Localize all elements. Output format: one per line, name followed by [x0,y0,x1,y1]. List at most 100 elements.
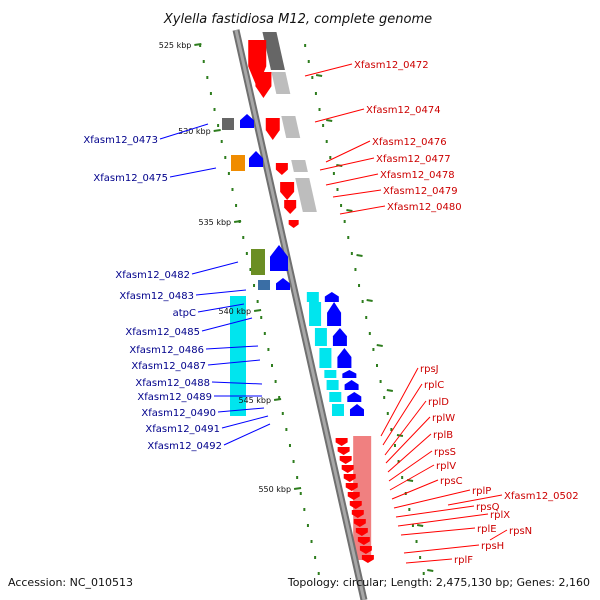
reverse-gene-arrow[interactable] [361,555,374,563]
reverse-gene-label[interactable]: rpsH [481,541,504,552]
forward-gene-label[interactable]: Xfasm12_0485 [125,327,200,338]
label-leader-line [403,544,480,554]
reverse-gene-label[interactable]: rplP [472,486,491,497]
scale-tick-label: 530 kbp [178,127,211,136]
label-leader-line [211,381,263,385]
forward-gene-label[interactable]: Xfasm12_0488 [135,378,210,389]
reverse-gene-arrow[interactable] [355,528,368,536]
reverse-gene-label[interactable]: rplC [424,380,444,391]
label-leader-line [489,529,508,541]
label-leader-line [387,433,432,473]
reverse-gene-label[interactable]: Xfasm12_0502 [504,491,579,502]
reverse-gene-label[interactable]: rplB [433,430,453,441]
forward-gene-arrow[interactable] [276,278,290,290]
reverse-gene-arrow[interactable] [288,220,299,228]
forward-gene-arrow[interactable] [344,380,359,390]
reverse-gene-arrow[interactable] [345,483,358,491]
reverse-gene-label[interactable]: Xfasm12_0474 [366,105,441,116]
reverse-gene-arrow[interactable] [357,537,370,545]
forward-gene-arrow[interactable] [324,292,339,302]
forward-gene-label[interactable]: Xfasm12_0492 [147,441,222,452]
reverse-gene-arrow[interactable] [349,501,362,509]
scale-tick [273,398,282,401]
forward-gene-label[interactable]: atpC [173,308,196,319]
guide-dot [393,444,396,447]
forward-gene-arrow[interactable] [240,114,254,128]
forward-gene-label[interactable]: Xfasm12_0486 [129,345,204,356]
label-leader-line [447,494,503,506]
reverse-gene-arrow[interactable] [347,492,360,500]
forward-gene-label[interactable]: Xfasm12_0475 [93,173,168,184]
reverse-gene-label[interactable]: rplF [454,555,473,566]
label-leader-line [382,383,423,446]
label-leader-line [339,205,386,215]
forward-gene-label[interactable]: Xfasm12_0473 [83,135,158,146]
reverse-gene-arrow[interactable] [275,163,288,175]
reverse-gene-arrow[interactable] [265,118,280,140]
reverse-gene-label[interactable]: rplE [477,524,497,535]
forward-gene-label[interactable]: Xfasm12_0483 [119,291,194,302]
scale-tick [356,254,363,257]
forward-gene-arrow[interactable] [249,151,263,167]
reverse-gene-label[interactable]: rpsQ [476,502,500,513]
forward-gene-label[interactable]: Xfasm12_0487 [131,361,206,372]
reverse-gene-label[interactable]: rplX [490,510,510,521]
label-leader-line [201,317,253,332]
forward-gene-label[interactable]: Xfasm12_0490 [141,408,216,419]
reverse-gene-label[interactable]: rplV [436,461,456,472]
reverse-gene-arrow[interactable] [341,465,354,473]
reverse-gene-label[interactable]: rpsC [440,476,463,487]
guide-dot [401,476,404,479]
label-leader-line [325,140,371,163]
map-title: Xylella fastidiosa M12, complete genome [163,12,432,27]
forward-gene-label[interactable]: Xfasm12_0491 [145,424,220,435]
reverse-gene-arrow[interactable] [280,182,295,200]
reverse-gene-label[interactable]: Xfasm12_0478 [380,170,455,181]
guide-dot [317,572,320,575]
reverse-gene-arrow[interactable] [255,72,272,98]
reverse-gene-label[interactable]: Xfasm12_0479 [383,186,458,197]
reverse-gene-label[interactable]: rpsJ [420,364,439,375]
reverse-gene-label[interactable]: rplW [432,413,455,424]
label-leader-line [397,513,489,527]
guide-dot [415,540,418,543]
scale-tick [346,209,353,212]
label-leader-line [159,123,209,140]
forward-gene-arrow[interactable] [327,302,342,326]
reverse-gene-arrow[interactable] [339,456,352,464]
reverse-gene-label[interactable]: Xfasm12_0476 [372,137,447,148]
cds-tile [295,178,317,212]
label-leader-line [400,527,476,536]
label-leader-line [314,108,365,123]
guide-dot [332,172,335,175]
reverse-gene-arrow[interactable] [353,519,366,527]
reverse-gene-arrow[interactable] [351,510,364,518]
reverse-gene-label[interactable]: Xfasm12_0477 [376,154,451,165]
forward-gene-arrow[interactable] [332,328,347,346]
forward-gene-label[interactable]: Xfasm12_0489 [137,392,212,403]
reverse-gene-arrow[interactable] [359,546,372,554]
reverse-gene-label[interactable]: Xfasm12_0480 [387,202,462,213]
guide-dot [292,460,295,463]
scale-tick [326,119,333,122]
guide-dot [202,60,205,63]
label-leader-line [169,167,217,178]
label-leader-line [388,450,433,482]
label-leader-line [207,359,261,366]
reverse-gene-label[interactable]: rpsN [509,526,532,537]
reverse-gene-arrow[interactable] [335,438,348,446]
reverse-gene-arrow[interactable] [337,447,350,455]
forward-gene-arrow[interactable] [347,392,362,402]
forward-gene-label[interactable]: Xfasm12_0482 [115,270,190,281]
reverse-gene-label[interactable]: rpsS [434,447,456,458]
genome-summary-text: Topology: circular; Length: 2,475,130 bp… [287,576,590,589]
reverse-gene-label[interactable]: rplD [428,397,449,408]
reverse-gene-arrow[interactable] [284,200,297,214]
accession-text: Accession: NC_010513 [8,576,133,589]
reverse-gene-label[interactable]: Xfasm12_0472 [354,60,429,71]
forward-gene-arrow[interactable] [349,404,364,416]
reverse-gene-arrow[interactable] [343,474,356,482]
forward-gene-arrow[interactable] [270,245,288,271]
forward-gene-arrow[interactable] [342,370,357,378]
forward-gene-arrow[interactable] [337,348,352,368]
